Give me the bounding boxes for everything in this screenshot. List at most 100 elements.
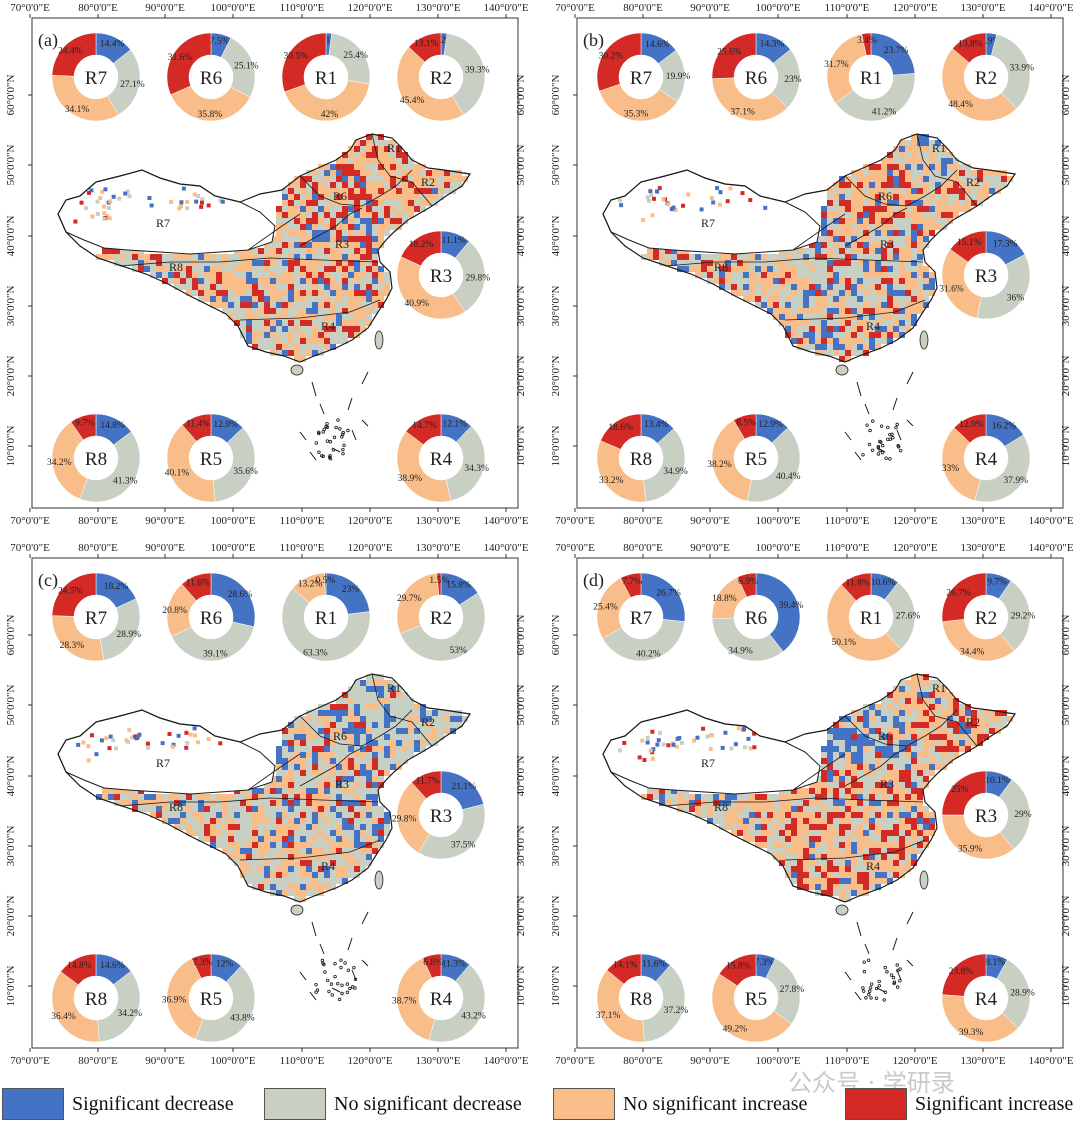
raster-cell: [749, 284, 755, 290]
raster-cell: [438, 182, 444, 188]
raster-cell: [180, 278, 186, 284]
raster-cell: [875, 260, 881, 266]
raster-cell: [725, 260, 731, 266]
raster-cell: [851, 320, 857, 326]
raster-cell: [893, 260, 899, 266]
raster-cell: [869, 206, 875, 212]
raster-cell: [348, 728, 354, 734]
donut-hole: [74, 436, 118, 480]
raster-cell: [438, 716, 444, 722]
raster-cell: [833, 806, 839, 812]
raster-cell: [989, 188, 995, 194]
raster-cell: [204, 812, 210, 818]
raster-cell: [192, 726, 197, 731]
raster-cell: [306, 824, 312, 830]
raster-cell: [839, 194, 845, 200]
sea-boundary-dash: [854, 451, 862, 461]
donut-slice-sig-increase: [408, 32, 442, 63]
raster-cell: [893, 230, 899, 236]
raster-cell: [342, 830, 348, 836]
raster-cell: [881, 320, 887, 326]
sea-island: [341, 451, 345, 456]
raster-cell: [174, 272, 180, 278]
sea-boundary-dash: [844, 431, 852, 441]
raster-cell: [288, 842, 294, 848]
raster-cell: [246, 260, 252, 266]
raster-cell: [935, 206, 941, 212]
raster-cell: [677, 260, 683, 266]
sea-boundary-dash: [361, 959, 369, 967]
raster-cell: [869, 746, 875, 752]
raster-cell: [107, 216, 112, 221]
raster-cell: [222, 272, 228, 278]
raster-cell: [258, 830, 264, 836]
raster-cell: [330, 290, 336, 296]
raster-cell: [749, 806, 755, 812]
y-tick-label-left: 50°0'0"N: [550, 145, 562, 186]
raster-cell: [420, 704, 426, 710]
raster-cell: [705, 734, 710, 739]
raster-cell: [390, 752, 396, 758]
raster-cell: [324, 818, 330, 824]
raster-cell: [318, 236, 324, 242]
raster-cell: [749, 794, 755, 800]
raster-cell: [330, 722, 336, 728]
raster-cell: [779, 842, 785, 848]
raster-cell: [809, 782, 815, 788]
donut-region-label: R2: [430, 68, 452, 89]
raster-cell: [953, 728, 959, 734]
donut-slice-label: 14.8%: [67, 961, 92, 971]
raster-cell: [360, 308, 366, 314]
raster-cell: [815, 278, 821, 284]
raster-cell: [360, 722, 366, 728]
raster-cell: [294, 728, 300, 734]
raster-cell: [923, 134, 929, 140]
raster-cell: [252, 284, 258, 290]
raster-cell: [887, 284, 893, 290]
raster-cell: [720, 745, 725, 750]
raster-cell: [773, 842, 779, 848]
raster-cell: [390, 224, 396, 230]
raster-cell: [1001, 710, 1007, 716]
raster-cell: [312, 326, 318, 332]
raster-cell: [653, 788, 659, 794]
sea-island: [879, 424, 884, 428]
raster-cell: [791, 326, 797, 332]
x-tick-label-bottom: 90°0'0"E: [145, 515, 185, 527]
sea-island: [880, 443, 885, 448]
raster-cell: [330, 284, 336, 290]
raster-cell: [893, 248, 899, 254]
donut-slice-label: 39.3%: [959, 1028, 984, 1038]
raster-cell: [839, 728, 845, 734]
raster-cell: [863, 224, 869, 230]
donut-slice-label: 50.1%: [831, 638, 856, 648]
raster-cell: [641, 794, 647, 800]
raster-cell: [282, 782, 288, 788]
donut-r1: 23%63.3%13.2%0.5%R1: [281, 572, 371, 662]
raster-cell: [414, 200, 420, 206]
raster-cell: [713, 260, 719, 266]
raster-cell: [294, 218, 300, 224]
raster-cell: [384, 140, 390, 146]
raster-cell: [947, 200, 953, 206]
raster-cell: [402, 728, 408, 734]
raster-cell: [683, 794, 689, 800]
raster-cell: [845, 896, 851, 902]
raster-cell: [935, 746, 941, 752]
raster-cell: [348, 254, 354, 260]
raster-cell: [803, 860, 809, 866]
raster-cell: [366, 176, 372, 182]
raster-cell: [905, 236, 911, 242]
raster-cell: [282, 794, 288, 800]
raster-cell: [312, 236, 318, 242]
raster-cell: [959, 200, 965, 206]
raster-cell: [650, 729, 655, 734]
raster-cell: [372, 212, 378, 218]
raster-cell: [851, 236, 857, 242]
raster-cell: [833, 236, 839, 242]
donut-hole: [734, 976, 778, 1020]
raster-cell: [360, 800, 366, 806]
raster-cell: [107, 746, 112, 751]
raster-cell: [174, 812, 180, 818]
donut-hole: [964, 976, 1008, 1020]
